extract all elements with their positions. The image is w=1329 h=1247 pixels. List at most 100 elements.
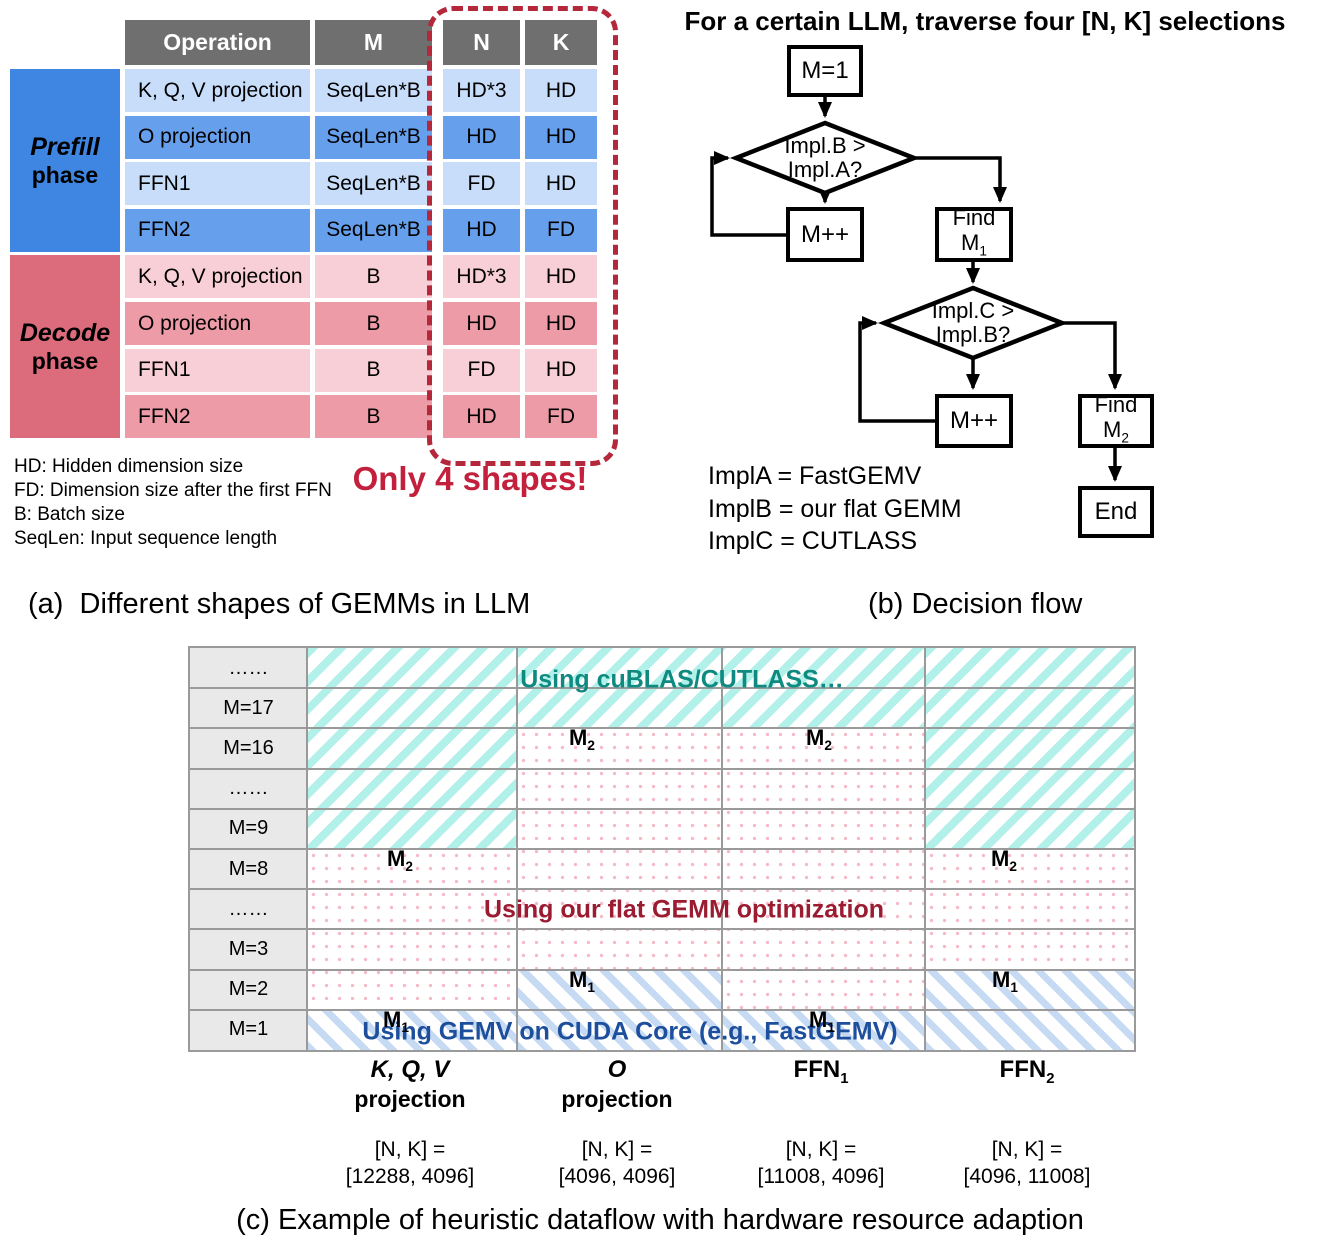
table-cell-k: HD: [525, 162, 597, 206]
table-cell-n: HD: [443, 395, 520, 439]
flowchart-title: For a certain LLM, traverse four [N, K] …: [684, 6, 1286, 36]
nk-highlight-dashed-box: [427, 6, 618, 466]
flow-box-increment-2: M++: [935, 394, 1013, 448]
table-cell-n: HD*3: [443, 69, 520, 112]
nk-kqv-line2: [12288, 4096]: [345, 1165, 475, 1188]
table-header-m: M: [315, 20, 432, 65]
nk-label-ffn2: [N, K] = [4096, 11008]: [964, 1136, 1091, 1190]
find1-line1: Find: [952, 205, 996, 231]
caption-c: (c) Example of heuristic dataflow with h…: [236, 1204, 1084, 1236]
table-cell-m: SeqLen*B: [315, 115, 432, 159]
flat-gemm-region-col3: [722, 728, 925, 1010]
diamond2-line2: Impl.B?: [935, 322, 1011, 347]
flat-gemm-region-label: Using our flat GEMM optimization: [484, 895, 884, 924]
marker-m2: M2: [806, 724, 832, 754]
flat-gemm-region-col4: [925, 849, 1134, 970]
nk-o-line2: [4096, 4096]: [558, 1165, 676, 1188]
marker-m2: M2: [991, 845, 1017, 875]
decision-diamond-2: [877, 285, 1069, 361]
prefill-phase-label: Prefill phase: [10, 69, 120, 252]
grid-row-label: M=17: [223, 696, 274, 719]
arrow-cond1-to-find1: [914, 156, 1007, 203]
grid-row-label: M=2: [228, 978, 269, 1001]
nk-kqv-line1: [N, K] =: [374, 1138, 446, 1161]
grid-row-label: ……: [228, 897, 269, 920]
grid-row-label: M=9: [228, 817, 269, 840]
arrow-inc2-loopback: [858, 316, 935, 423]
marker-m1: M1: [809, 1006, 835, 1036]
nk-label-o: [N, K] = [4096, 4096]: [559, 1136, 676, 1190]
grid-row-label: M=8: [228, 857, 269, 880]
decode-phase-label: Decode phase: [10, 255, 120, 438]
table-cell-m: SeqLen*B: [315, 208, 432, 252]
nk-ffn1-line1: [N, K] =: [785, 1138, 857, 1161]
o-sublabel: projection: [561, 1086, 673, 1112]
table-cell-k: FD: [525, 395, 597, 439]
table-cell-m: SeqLen*B: [315, 162, 432, 206]
kqv-label: K, Q, V: [370, 1056, 450, 1083]
flow-diamond2-text: Impl.C > Impl.B?: [932, 299, 1015, 347]
grid-row-label: M=16: [223, 736, 274, 759]
gemv-region-col3: [722, 1010, 925, 1050]
table-header-operation: Operation: [125, 20, 310, 65]
grid-hline: [190, 807, 1134, 810]
find2-line1: Find: [1094, 391, 1138, 417]
grid-hline: [190, 848, 1134, 850]
cublas-region-col1: [307, 648, 517, 849]
grid-col-label-o: O projection: [561, 1056, 672, 1113]
flowchart-connectors: [710, 97, 1122, 482]
marker-m1: M1: [569, 966, 595, 996]
legend-impl-c: ImplC = CUTLASS: [708, 527, 918, 555]
table-cell-operation: O projection: [125, 302, 310, 345]
diamond1-line1: Impl.B >: [784, 133, 866, 158]
decode-sublabel-text: phase: [31, 347, 99, 374]
arrow-cond2-to-find2: [1062, 321, 1122, 390]
table-cell-operation: O projection: [125, 115, 310, 159]
flow-box-end: End: [1078, 486, 1154, 538]
marker-m2: M2: [569, 724, 595, 754]
grid-col-label-ffn1: FFN1: [794, 1056, 849, 1087]
grid-hline: [190, 928, 1134, 931]
nk-label-kqv: [N, K] = [12288, 4096]: [346, 1136, 474, 1190]
flow-box-increment-1: M++: [786, 207, 864, 262]
table-cell-m: B: [315, 302, 432, 345]
table-cell-n: HD: [443, 208, 520, 252]
table-cell-operation: FFN2: [125, 395, 310, 439]
marker-m2: M2: [387, 845, 413, 875]
flow-box-start: M=1: [787, 45, 863, 97]
table-cell-n: HD: [443, 115, 520, 159]
table-header-n: N: [443, 20, 520, 65]
table-cell-m: B: [315, 348, 432, 392]
grid-hline: [190, 968, 1134, 971]
diamond2-line1: Impl.C >: [931, 298, 1015, 323]
nk-ffn2-line2: [4096, 11008]: [963, 1165, 1091, 1188]
diamond1-line2: Impl.A?: [787, 157, 863, 182]
find2-line2: M2: [1103, 416, 1129, 446]
grid-col-label-kqv: K, Q, V projection: [354, 1056, 465, 1113]
grid-row-label: ……: [228, 777, 269, 800]
find1-line2: M1: [961, 230, 987, 259]
table-cell-operation: FFN1: [125, 348, 310, 392]
note-b: B: Batch size: [14, 504, 125, 525]
only-4-shapes-callout: Only 4 shapes!: [352, 460, 588, 497]
table-cell-n: HD*3: [443, 255, 520, 299]
o-label: O: [607, 1056, 627, 1083]
nk-o-line1: [N, K] =: [581, 1138, 653, 1161]
table-cell-k: HD: [525, 115, 597, 159]
gemv-region-label: Using GEMV on CUDA Core (e.g., FastGEMV): [362, 1017, 898, 1046]
nk-ffn2-line1: [N, K] =: [991, 1138, 1063, 1161]
marker-m1: M1: [992, 966, 1018, 996]
cublas-region-label: Using cuBLAS/CUTLASS…: [520, 665, 844, 694]
flow-box-find-m2: Find M2: [1078, 391, 1154, 448]
table-cell-k: HD: [525, 348, 597, 392]
table-cell-k: HD: [525, 255, 597, 299]
table-cell-m: B: [315, 395, 432, 439]
prefill-label-text: Prefill: [30, 132, 100, 161]
table-header-k: K: [525, 20, 597, 65]
nk-label-ffn1: [N, K] = [11008, 4096]: [758, 1136, 885, 1190]
grid-row-label: M=1: [228, 1018, 269, 1041]
table-cell-n: HD: [443, 302, 520, 345]
grid-hline: [190, 888, 1134, 891]
table-cell-operation: K, Q, V projection: [125, 69, 310, 112]
grid-hline: [190, 1008, 1134, 1011]
